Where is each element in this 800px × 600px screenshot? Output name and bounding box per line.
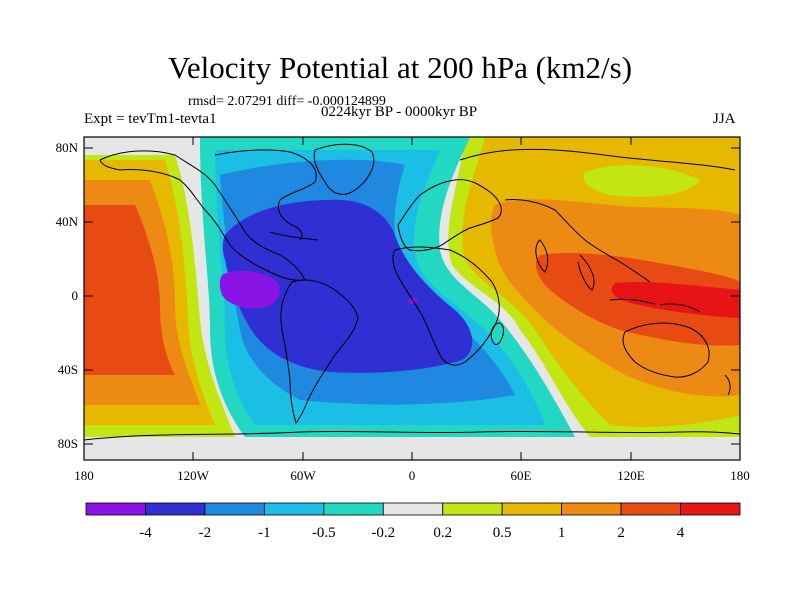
lat-label-40s: 40S <box>58 362 78 377</box>
colorbar-swatch <box>382 502 444 516</box>
colorbar: -4 -2 -1 -0.5 -0.2 0.2 0.5 1 2 4 <box>85 502 741 541</box>
colorbar-swatch <box>145 502 206 516</box>
lat-label-40n: 40N <box>56 214 79 229</box>
field-pos-strong-west <box>84 205 175 375</box>
stats-subtitle: rmsd= 2.07291 diff= -0.000124899 <box>188 94 386 109</box>
field-neg-strong <box>222 199 473 373</box>
lat-label-80n: 80N <box>56 140 79 155</box>
field-pos-faint-pocket-north <box>583 165 700 197</box>
colorbar-swatch <box>263 502 325 516</box>
colorbar-swatch <box>680 502 741 516</box>
map-title: Velocity Potential at 200 hPa (km2/s) <box>167 50 633 85</box>
colorbar-swatch <box>620 502 681 516</box>
lon-label-60e: 60E <box>511 468 532 483</box>
lon-label-120w: 120W <box>177 468 210 483</box>
field-highest-east <box>611 282 740 318</box>
colorbar-swatch <box>561 502 622 516</box>
colorbar-label: -1 <box>258 525 271 541</box>
colorbar-label: 4 <box>677 525 685 541</box>
lon-label-60w: 60W <box>290 468 316 483</box>
colorbar-label: -0.5 <box>312 525 336 541</box>
lat-label-80s: 80S <box>58 436 78 451</box>
colorbar-label: 2 <box>617 525 625 541</box>
colorbar-label: -4 <box>139 525 152 541</box>
lon-label-180e: 180 <box>730 468 750 483</box>
field-lowest <box>219 270 280 309</box>
colorbar-swatch <box>85 502 146 516</box>
lon-label-120e: 120E <box>617 468 645 483</box>
contour-fill-layer <box>84 137 740 460</box>
season-label: JJA <box>713 111 736 127</box>
period-label: 0224kyr BP - 0000kyr BP <box>321 104 478 120</box>
lon-label-0: 0 <box>409 468 416 483</box>
colorbar-label: -2 <box>199 525 212 541</box>
coastlines <box>84 143 740 441</box>
colorbar-swatch <box>204 502 265 516</box>
colorbar-label: 0.2 <box>433 525 452 541</box>
lat-ticks <box>84 147 740 445</box>
colorbar-swatch <box>501 502 563 516</box>
colorbar-label: 0.5 <box>493 525 512 541</box>
colorbar-swatch <box>442 502 503 516</box>
colorbar-swatch <box>323 502 384 516</box>
experiment-label: Expt = tevTm1-tevta1 <box>84 111 217 127</box>
colorbar-label: 1 <box>558 525 566 541</box>
lon-ticks <box>83 137 741 460</box>
lon-label-180w: 180 <box>74 468 94 483</box>
colorbar-label: -0.2 <box>371 525 395 541</box>
lat-label-eq: 0 <box>72 288 79 303</box>
